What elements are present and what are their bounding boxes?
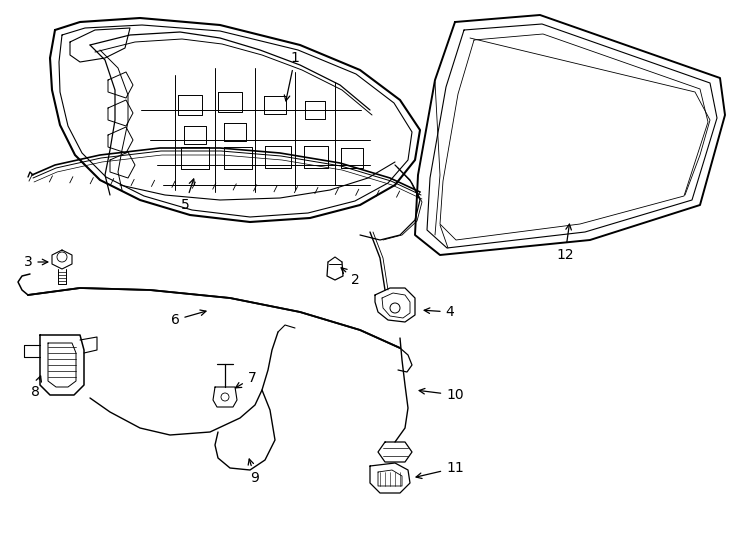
Text: 4: 4	[424, 305, 454, 319]
Text: 5: 5	[181, 179, 195, 212]
Text: 9: 9	[248, 459, 259, 485]
Text: 10: 10	[419, 388, 464, 402]
Text: 12: 12	[556, 224, 574, 262]
Text: 6: 6	[170, 310, 206, 327]
Text: 8: 8	[31, 376, 41, 399]
Text: 11: 11	[416, 461, 464, 478]
Text: 7: 7	[236, 371, 256, 388]
Text: 3: 3	[23, 255, 48, 269]
Text: 1: 1	[284, 51, 299, 101]
Text: 2: 2	[341, 268, 360, 287]
